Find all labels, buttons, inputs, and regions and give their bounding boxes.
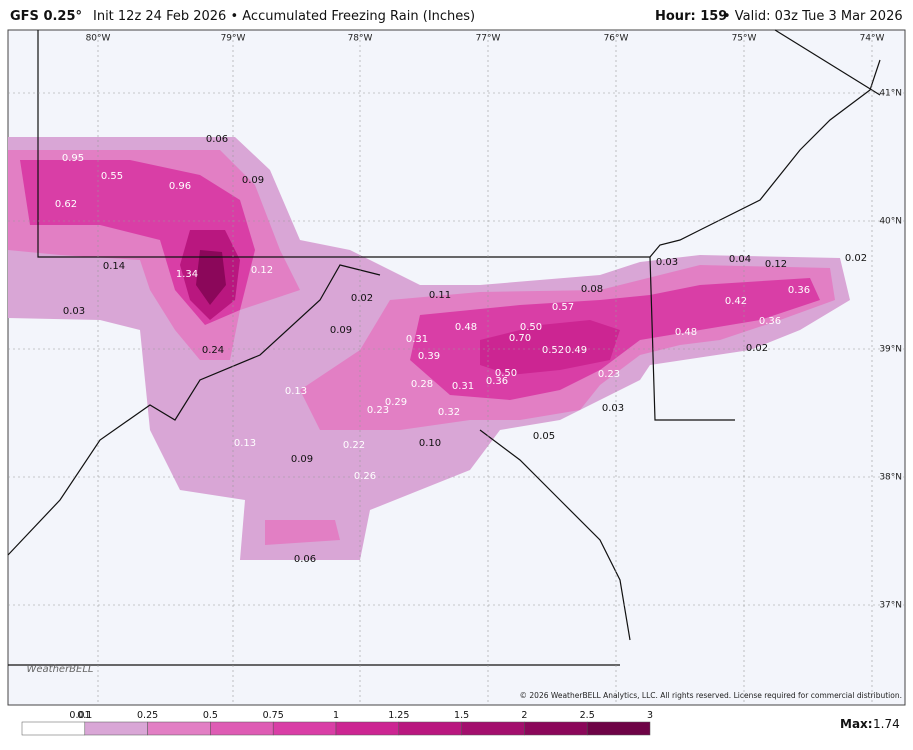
point-value: 0.95 <box>62 153 84 164</box>
point-value: 0.39 <box>418 351 440 362</box>
point-value: 0.12 <box>765 259 787 270</box>
point-value: 0.09 <box>242 175 264 186</box>
lat-label: 41°N <box>879 89 902 99</box>
colorbar: 0.010.1 0.25 0.5 0.75 1 1.25 1.5 2 2.5 3 <box>21 710 653 736</box>
point-value: 0.31 <box>452 381 474 392</box>
point-value: 0.10 <box>419 438 441 449</box>
point-value: 0.06 <box>206 134 228 145</box>
point-value: 0.42 <box>725 296 747 307</box>
copyright: © 2026 WeatherBELL Analytics, LLC. All r… <box>520 691 902 700</box>
point-value: 0.03 <box>656 257 678 268</box>
lat-label: 37°N <box>879 601 902 611</box>
logo: WeatherBELL <box>26 664 93 675</box>
point-value: 0.57 <box>552 302 574 313</box>
point-value: 0.28 <box>411 379 433 390</box>
point-value: 0.09 <box>291 454 313 465</box>
point-value: 0.36 <box>486 376 508 387</box>
colorbar-swatch <box>524 721 588 736</box>
subtitle: Init 12z 24 Feb 2026 • Accumulated Freez… <box>93 9 475 24</box>
point-value: 0.48 <box>455 322 477 333</box>
point-value: 0.02 <box>746 343 768 354</box>
point-value: 0.23 <box>367 405 389 416</box>
point-value: 0.03 <box>602 403 624 414</box>
lon-label: 76°W <box>604 34 629 44</box>
point-value: 0.55 <box>101 171 123 182</box>
lon-label: 78°W <box>348 34 373 44</box>
precip-fill <box>8 137 850 560</box>
colorbar-swatch <box>586 721 651 736</box>
borders <box>7 29 881 666</box>
point-value: 0.11 <box>429 290 451 301</box>
point-value: 0.08 <box>581 284 603 295</box>
lon-label: 75°W <box>732 34 757 44</box>
colorbar-label: 2.5 <box>580 710 595 721</box>
colorbar-swatch <box>210 721 274 736</box>
lon-label: 80°W <box>86 34 111 44</box>
colorbar-label: 0.5 <box>203 710 218 721</box>
colorbar-label: 0.75 <box>263 710 284 721</box>
point-value: 0.52 <box>542 345 564 356</box>
point-value: 0.50 <box>495 368 517 379</box>
point-value: 0.14 <box>103 261 125 272</box>
point-value: 0.62 <box>55 199 77 210</box>
lon-label: 74°W <box>860 34 885 44</box>
colorbar-label: 2 <box>521 710 527 721</box>
point-value: 0.50 <box>520 322 542 333</box>
colorbar-swatch <box>272 721 337 736</box>
labels: 80°W 79°W 78°W 77°W 76°W 75°W 74°W 41°N 40°N 39°N… <box>55 34 902 611</box>
point-value: 0.05 <box>533 431 555 442</box>
point-value: 0.02 <box>351 293 373 304</box>
colorbar-label: 0.01 <box>69 710 90 721</box>
point-value: 0.48 <box>675 327 697 338</box>
colorbar-swatch <box>335 721 400 736</box>
hour: Hour: 159 <box>655 9 727 24</box>
point-value: 0.04 <box>729 254 751 265</box>
point-value: 0.24 <box>202 345 224 356</box>
colorbar-label: 1.5 <box>454 710 469 721</box>
lat-label: 39°N <box>879 345 902 355</box>
point-value: 0.31 <box>406 334 428 345</box>
colorbar-label: 3 <box>647 710 653 721</box>
point-value: 0.26 <box>354 471 376 482</box>
point-value: 0.23 <box>598 369 620 380</box>
max-value: 1.74 <box>873 717 900 731</box>
point-value: 0.29 <box>385 397 407 408</box>
point-value: 0.32 <box>438 407 460 418</box>
point-value: 0.13 <box>285 386 307 397</box>
point-value: 0.12 <box>251 265 273 276</box>
colorbar-swatch <box>147 721 211 736</box>
point-value: 0.36 <box>788 285 810 296</box>
point-value: 0.13 <box>234 438 256 449</box>
point-value: 1.34 <box>176 269 198 280</box>
colorbar-label: 1 <box>333 710 339 721</box>
colorbar-label: 0.1 <box>77 710 92 721</box>
point-value: 0.06 <box>294 554 316 565</box>
point-value: 0.36 <box>759 316 781 327</box>
colorbar-swatch <box>398 721 462 736</box>
point-value: 0.03 <box>63 306 85 317</box>
point-value: 0.96 <box>169 181 191 192</box>
lon-label: 79°W <box>221 34 246 44</box>
colorbar-label: 1.25 <box>388 710 409 721</box>
max-label: Max: <box>840 717 873 731</box>
lat-label: 40°N <box>879 217 902 227</box>
point-value: 0.22 <box>343 440 365 451</box>
lat-label: 38°N <box>879 473 902 483</box>
lon-label: 77°W <box>476 34 501 44</box>
point-value: 0.49 <box>565 345 587 356</box>
valid: • Valid: 03z Tue 3 Mar 2026 <box>723 9 903 24</box>
point-value: 0.70 <box>509 333 531 344</box>
model: GFS 0.25° <box>10 9 82 24</box>
point-value: 0.02 <box>845 253 867 264</box>
colorbar-swatch <box>21 721 86 736</box>
colorbar-swatch <box>461 721 525 736</box>
point-value: 0.09 <box>330 325 352 336</box>
colorbar-label: 0.25 <box>137 710 158 721</box>
colorbar-swatch <box>84 721 148 736</box>
